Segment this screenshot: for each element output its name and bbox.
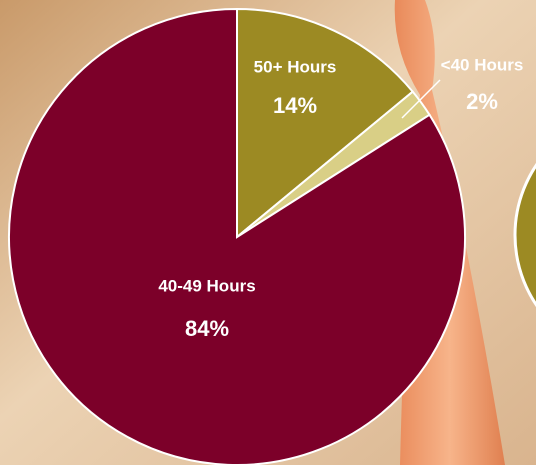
slice-label: 40-49 Hours xyxy=(158,276,255,295)
pie xyxy=(9,9,465,465)
value-label: 84% xyxy=(185,316,229,341)
slice-label: <40 Hours xyxy=(441,55,524,74)
chart: 50+ Hours 14% <40 Hours 2% 40-49 Hours 84% xyxy=(0,0,536,465)
value-label: 14% xyxy=(273,93,317,118)
value-label: 2% xyxy=(466,89,498,114)
slice-label: 50+ Hours xyxy=(254,57,337,76)
